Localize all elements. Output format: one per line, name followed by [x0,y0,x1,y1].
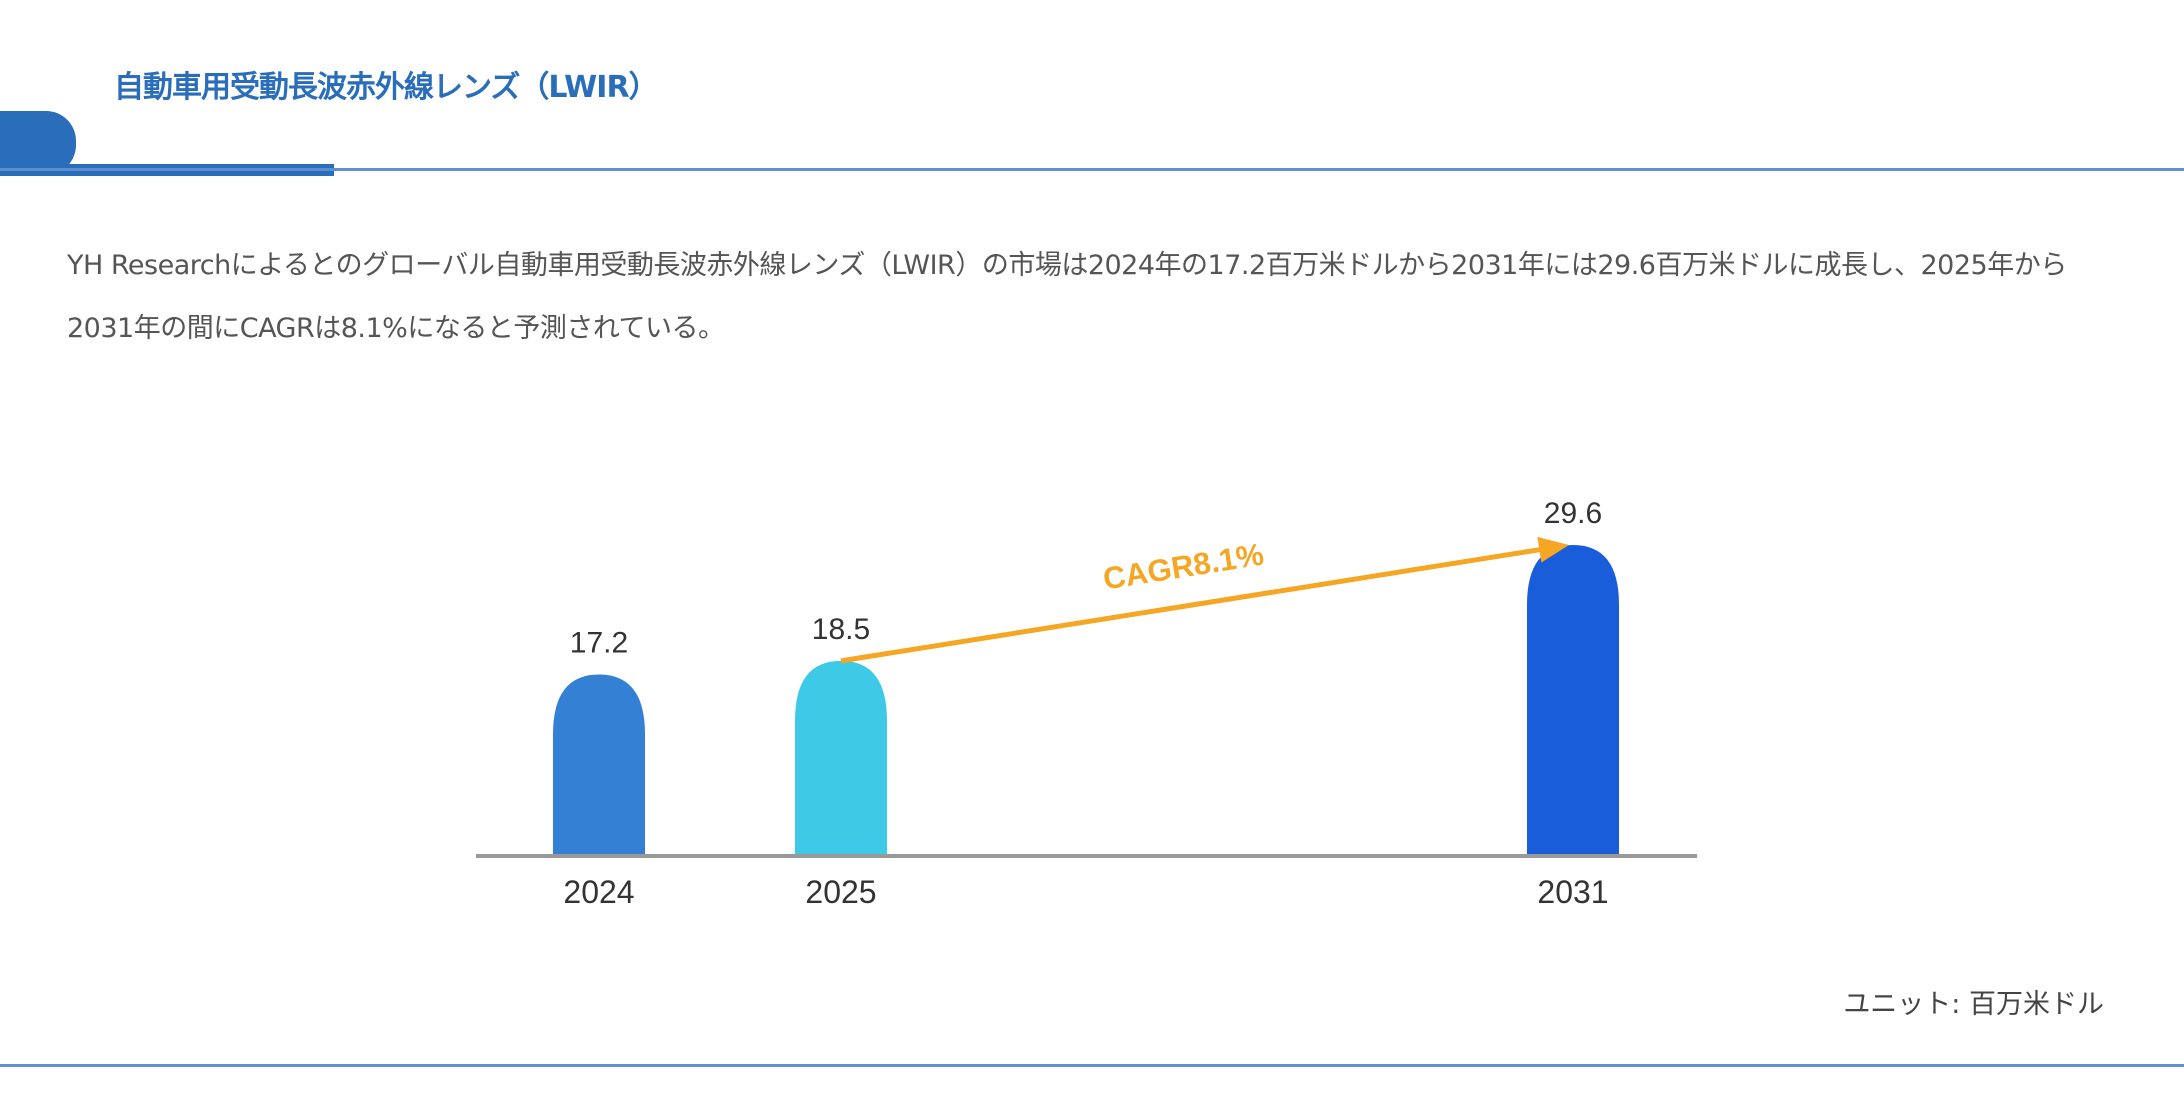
unit-label: ユニット: 百万米ドル [1843,989,2104,1020]
value-label-2024: 17.2 [570,626,628,659]
cagr-arrow-head-icon [1537,536,1569,563]
section-title: 自動車用受動長波赤外線レンズ（LWIR） [114,70,659,105]
bottom-divider [0,1064,2184,1067]
value-label-2031: 29.6 [1544,497,1602,530]
header-divider [0,168,2184,171]
x-tick-label-2025: 2025 [805,874,876,910]
bar-2025 [795,660,887,854]
x-tick-label-2031: 2031 [1537,874,1608,910]
cagr-arrow [840,545,1550,664]
market-description: YH Researchによるとのグローバル自動車用受動長波赤外線レンズ（LWIR… [67,250,2067,344]
x-tick-label-2024: 2024 [563,874,634,910]
value-label-2025: 18.5 [812,613,870,646]
bar-2031 [1527,545,1619,854]
cagr-label: CAGR8.1% [1101,537,1266,597]
bar-2024 [553,674,645,854]
